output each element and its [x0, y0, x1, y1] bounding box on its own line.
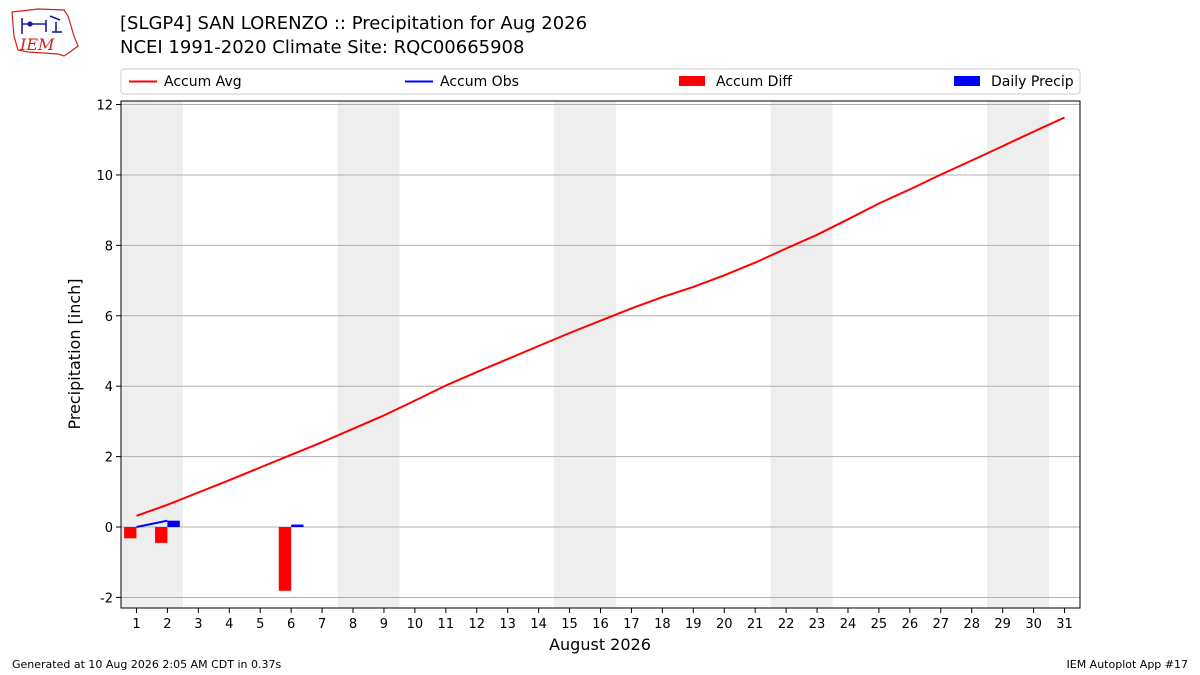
weekend-shade-4: [987, 101, 1050, 608]
x-tick-label-20: 20: [716, 617, 733, 632]
x-tick-label-8: 8: [349, 617, 357, 632]
legend-label-3: Daily Precip: [991, 74, 1074, 90]
chart-title: [SLGP4] SAN LORENZO :: Precipitation for…: [120, 13, 588, 34]
legend-label-0: Accum Avg: [164, 74, 242, 90]
x-tick-label-13: 13: [499, 617, 516, 632]
iem-logo: IEM: [8, 6, 80, 60]
x-tick-label-15: 15: [561, 617, 578, 632]
y-tick-label-6: 6: [105, 310, 113, 325]
x-tick-label-12: 12: [468, 617, 485, 632]
x-tick-label-11: 11: [438, 617, 455, 632]
x-tick-label-31: 31: [1056, 617, 1073, 632]
y-tick-label-0: 0: [105, 521, 113, 536]
x-tick-label-4: 4: [225, 617, 233, 632]
x-tick-label-7: 7: [318, 617, 326, 632]
x-tick-label-2: 2: [163, 617, 171, 632]
x-tick-label-28: 28: [963, 617, 980, 632]
x-tick-label-24: 24: [840, 617, 857, 632]
x-tick-label-22: 22: [778, 617, 795, 632]
y-tick-label-10: 10: [96, 169, 113, 184]
x-tick-label-23: 23: [809, 617, 826, 632]
legend-label-1: Accum Obs: [440, 74, 519, 90]
x-tick-label-16: 16: [592, 617, 609, 632]
weekend-shade-3: [770, 101, 833, 608]
x-tick-label-26: 26: [902, 617, 919, 632]
legend-box: [120, 68, 1081, 95]
x-axis-label: August 2026: [549, 635, 651, 654]
daily-precip-bar-6: [291, 524, 304, 528]
logo-text: IEM: [19, 35, 55, 54]
accum-avg-line: [136, 116, 1065, 517]
app-note: IEM Autoplot App #17: [1066, 658, 1189, 671]
x-tick-label-10: 10: [407, 617, 424, 632]
accum-diff-bar-2: [155, 527, 168, 543]
x-tick-label-29: 29: [994, 617, 1011, 632]
x-tick-label-21: 21: [747, 617, 764, 632]
generated-note: Generated at 10 Aug 2026 2:05 AM CDT in …: [12, 658, 282, 671]
accum-diff-bar-1: [124, 527, 137, 539]
legend-label-2: Accum Diff: [716, 74, 792, 90]
y-axis-label: Precipitation [inch]: [65, 278, 84, 429]
x-tick-label-5: 5: [256, 617, 264, 632]
weekend-shade-1: [337, 101, 400, 608]
x-tick-label-17: 17: [623, 617, 640, 632]
x-tick-label-6: 6: [287, 617, 295, 632]
x-tick-label-27: 27: [933, 617, 950, 632]
y-tick-label-4: 4: [105, 380, 113, 395]
daily-precip-bar-2: [167, 520, 180, 528]
x-tick-label-9: 9: [380, 617, 388, 632]
y-tick-label-2: 2: [105, 451, 113, 466]
legend-swatch-3: [954, 76, 980, 86]
y-tick-label-8: 8: [105, 239, 113, 254]
accum-diff-bar-6: [278, 527, 292, 591]
y-tick-label-12: 12: [96, 99, 113, 114]
x-tick-label-18: 18: [654, 617, 671, 632]
x-tick-label-30: 30: [1025, 617, 1042, 632]
x-tick-label-3: 3: [194, 617, 202, 632]
accum-obs-line: [136, 519, 168, 528]
x-tick-label-19: 19: [685, 617, 702, 632]
chart-subtitle: NCEI 1991-2020 Climate Site: RQC00665908: [120, 37, 525, 58]
x-tick-label-1: 1: [132, 617, 140, 632]
x-tick-label-25: 25: [871, 617, 888, 632]
y-tick-label--2: -2: [100, 591, 113, 606]
legend-swatch-2: [679, 76, 705, 86]
weekend-shade-2: [554, 101, 616, 608]
x-tick-label-14: 14: [530, 617, 547, 632]
